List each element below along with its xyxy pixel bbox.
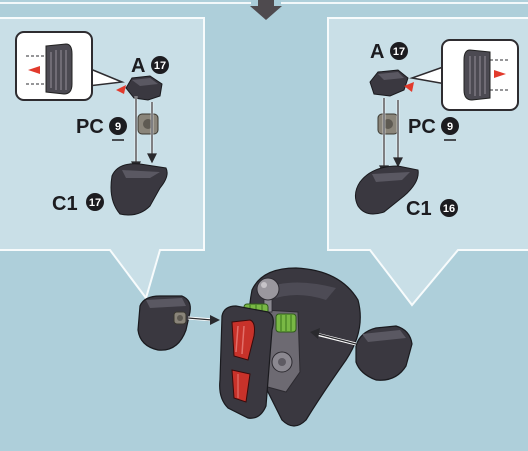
right-label-pc-number: 9 — [447, 121, 453, 133]
right-label-c1-letter: C1 — [406, 198, 432, 220]
left-part-pc — [137, 113, 159, 135]
zoom-magnifier-icon — [45, 43, 73, 95]
left-label-c1-letter: C1 — [52, 193, 78, 215]
right-part-pc — [377, 113, 399, 135]
right-label-a-number: 17 — [393, 46, 405, 58]
left-label-a-letter: A — [131, 55, 145, 77]
left-part-a — [116, 75, 163, 101]
right-label-c1: C1 16 — [406, 198, 458, 220]
ball-joint — [256, 277, 280, 301]
right-part-c1 — [354, 165, 419, 215]
green-joint — [275, 313, 297, 333]
left-part-c1 — [110, 163, 168, 216]
right-side-part — [355, 325, 413, 381]
zoom-magnifier-icon — [463, 49, 491, 101]
right-label-c1-number: 16 — [443, 203, 455, 215]
clear-red-lower — [231, 369, 251, 403]
right-label-pc: PC 9 — [408, 116, 459, 141]
left-label-c1: C1 17 — [52, 193, 104, 215]
red-marker-icon — [404, 82, 414, 92]
left-label-c1-number: 17 — [89, 197, 101, 209]
left-zoom-bubble — [15, 31, 125, 101]
left-label-a-number: 17 — [154, 60, 166, 72]
left-side-part — [137, 295, 191, 351]
red-marker-icon — [494, 70, 506, 78]
right-zoom-bubble — [409, 39, 519, 111]
left-label-pc-letter: PC — [76, 116, 104, 138]
right-label-a-letter: A — [370, 41, 384, 63]
main-torso-assembly — [219, 267, 361, 427]
down-arrow-icon — [250, 0, 282, 20]
left-side-arrow — [187, 315, 220, 325]
right-side-arrow — [310, 328, 357, 346]
left-label-pc: PC 9 — [76, 116, 127, 141]
right-label-a: A 17 — [370, 41, 408, 63]
left-label-a: A 17 — [131, 55, 169, 77]
red-marker-icon — [28, 66, 40, 74]
right-part-a — [369, 69, 414, 97]
red-marker-icon — [116, 85, 126, 94]
left-label-pc-number: 9 — [115, 121, 121, 133]
right-label-pc-letter: PC — [408, 116, 436, 138]
